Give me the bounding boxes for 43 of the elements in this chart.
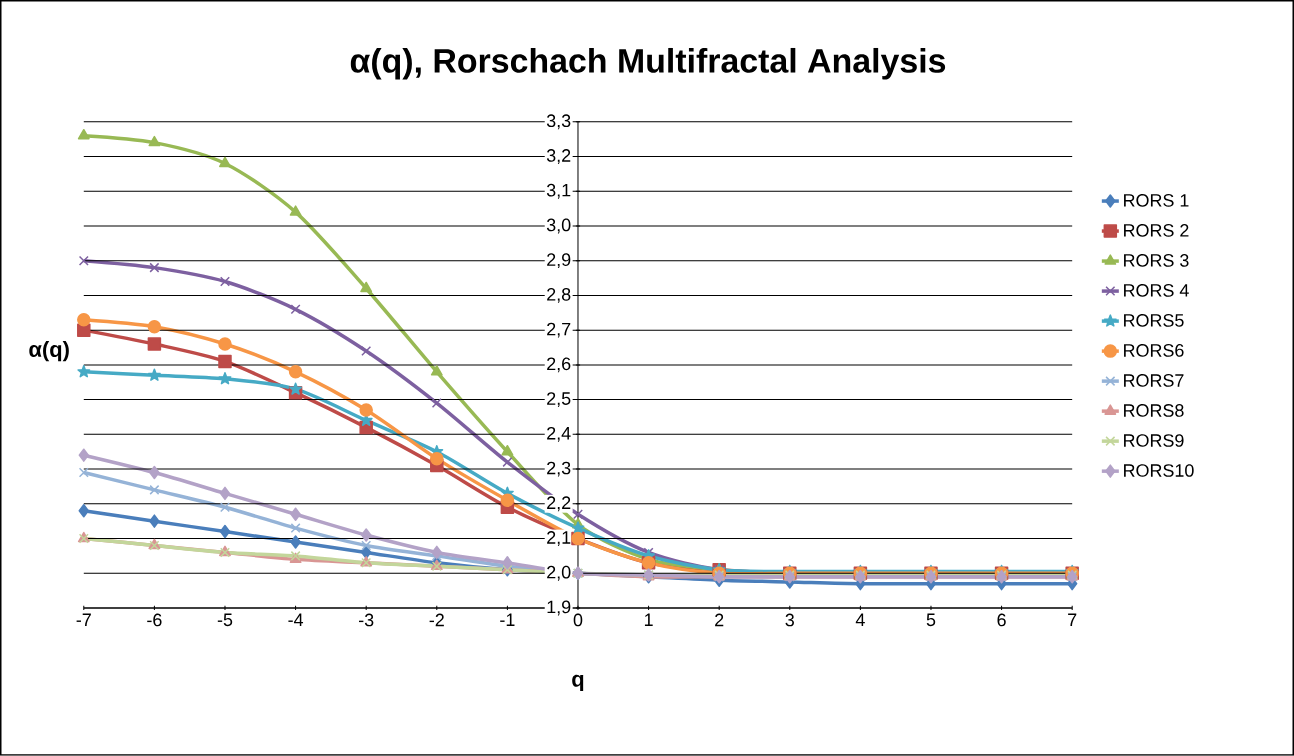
y-tick-label: 3,2 <box>546 149 571 165</box>
chart-title: α(q), Rorschach Multifractal Analysis <box>350 48 946 80</box>
x-tick-label: -4 <box>288 613 304 627</box>
y-tick-label: 3,0 <box>546 218 571 234</box>
x-tick-label: -7 <box>76 613 91 627</box>
x-tick-label: -2 <box>429 613 444 627</box>
legend-label: RORS 4 <box>1124 284 1189 297</box>
y-tick-label: 2,4 <box>547 427 571 442</box>
legend-label: RORS6 <box>1124 344 1184 357</box>
x-tick-label: 1 <box>644 613 653 627</box>
y-tick-label: 2,0 <box>547 565 571 581</box>
legend-label: RORS 3 <box>1124 254 1189 267</box>
y-tick-label: 2,3 <box>547 461 571 477</box>
y-tick-label: 2,5 <box>547 392 571 408</box>
x-tick-label: 7 <box>1068 613 1077 627</box>
x-tick-label: 4 <box>855 613 865 627</box>
y-tick-label: 2,8 <box>547 288 571 303</box>
x-tick-label: 3 <box>785 613 794 627</box>
x-tick-label: -5 <box>217 613 233 627</box>
legend-label: RORS 1 <box>1124 194 1189 207</box>
x-tick-label: 0 <box>573 613 583 627</box>
legend-label: RORS10 <box>1124 464 1194 477</box>
x-tick-label: 5 <box>926 613 936 627</box>
y-axis-title: α(q) <box>29 341 69 362</box>
legend-label: RORS5 <box>1124 314 1184 327</box>
y-tick-label: 2,6 <box>547 357 571 373</box>
x-axis-title: q <box>572 674 584 692</box>
y-tick-label: 2,9 <box>547 253 571 269</box>
legend-label: RORS 2 <box>1124 224 1189 237</box>
y-tick-label: 2,7 <box>547 322 571 338</box>
y-tick-label: 3,1 <box>546 183 571 199</box>
y-tick-label: 2,1 <box>547 531 571 547</box>
x-tick-label: -6 <box>147 613 162 627</box>
y-tick-label: 3,3 <box>546 114 571 130</box>
x-tick-label: -1 <box>500 613 515 627</box>
legend-label: RORS7 <box>1124 374 1184 387</box>
x-tick-label: -3 <box>359 613 374 627</box>
y-tick-label: 2,2 <box>547 496 571 512</box>
x-tick-label: 6 <box>997 613 1006 627</box>
legend-label: RORS9 <box>1124 434 1184 447</box>
y-tick-label: 1,9 <box>547 600 571 616</box>
x-tick-label: 2 <box>715 613 724 627</box>
legend-label: RORS8 <box>1124 404 1184 417</box>
